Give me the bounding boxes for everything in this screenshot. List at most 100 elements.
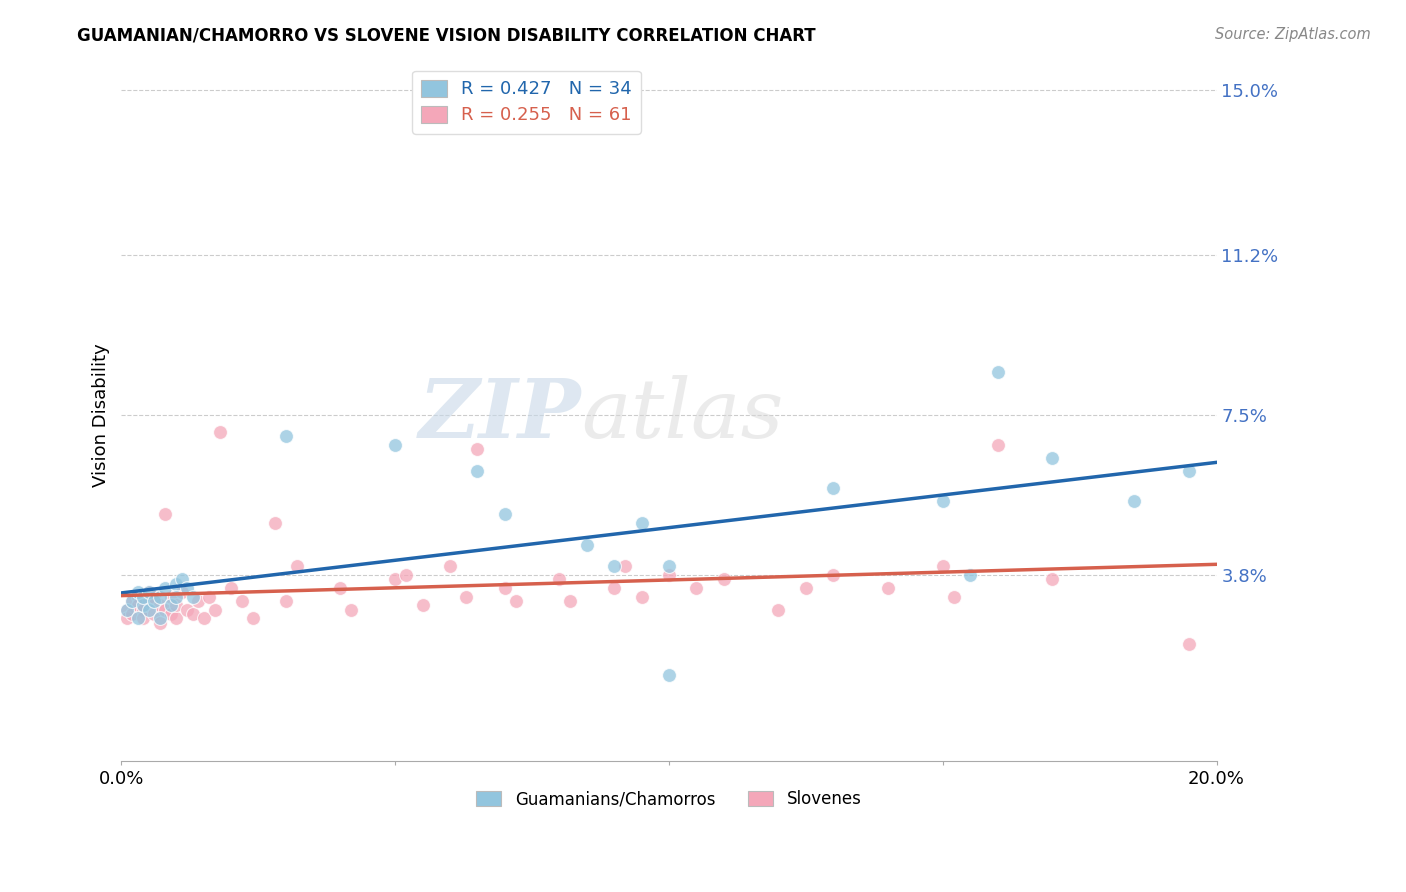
Point (274, 429, 297, 443)
Point (231, 594, 253, 608)
Point (193, 611, 215, 625)
Text: atlas: atlas (581, 375, 783, 455)
Text: Source: ZipAtlas.com: Source: ZipAtlas.com (1215, 27, 1371, 42)
Point (165, 590, 187, 604)
Point (155, 581, 177, 595)
Point (340, 602, 363, 616)
Point (658, 667, 681, 681)
Point (127, 599, 149, 613)
Point (548, 572, 571, 586)
Point (149, 599, 172, 613)
Point (823, 482, 845, 496)
Point (170, 572, 193, 586)
Point (204, 602, 226, 616)
Point (1040, 572, 1063, 586)
Point (685, 581, 707, 595)
Point (603, 559, 626, 574)
Point (143, 594, 166, 608)
Point (181, 590, 204, 604)
Point (121, 594, 143, 608)
Point (932, 494, 955, 508)
Point (959, 568, 981, 582)
Point (138, 585, 160, 599)
Point (329, 581, 352, 595)
Point (127, 590, 149, 604)
Point (115, 611, 138, 625)
Point (658, 568, 681, 582)
Point (155, 602, 177, 616)
Point (467, 464, 489, 478)
Point (494, 581, 516, 595)
Point (159, 607, 181, 621)
Point (198, 590, 221, 604)
Point (942, 590, 965, 604)
Point (794, 581, 817, 595)
Point (121, 594, 143, 608)
Point (986, 364, 1008, 378)
Point (630, 516, 652, 530)
Point (1178, 464, 1201, 478)
Point (115, 602, 138, 616)
Point (138, 602, 160, 616)
Text: ZIP: ZIP (419, 375, 581, 455)
Point (932, 559, 955, 574)
Point (630, 590, 652, 604)
Point (127, 611, 149, 625)
Point (986, 438, 1008, 452)
Point (412, 599, 434, 613)
Point (494, 508, 516, 522)
Point (713, 572, 735, 586)
Point (658, 559, 681, 574)
Point (165, 611, 187, 625)
Point (176, 581, 198, 595)
Point (187, 594, 209, 608)
Point (456, 590, 478, 604)
Point (395, 568, 418, 582)
Point (505, 594, 527, 608)
Point (165, 576, 187, 591)
Point (603, 581, 626, 595)
Point (159, 599, 181, 613)
Point (242, 611, 264, 625)
Text: GUAMANIAN/CHAMORRO VS SLOVENE VISION DISABILITY CORRELATION CHART: GUAMANIAN/CHAMORRO VS SLOVENE VISION DIS… (77, 27, 815, 45)
Point (115, 602, 138, 616)
Point (127, 585, 149, 599)
Point (132, 602, 155, 616)
Point (170, 585, 193, 599)
Point (384, 438, 406, 452)
Point (1040, 451, 1063, 466)
Point (263, 516, 285, 530)
Point (439, 559, 461, 574)
Point (1123, 494, 1146, 508)
Point (176, 602, 198, 616)
Point (285, 559, 308, 574)
Point (132, 590, 155, 604)
Point (132, 599, 155, 613)
Point (560, 594, 582, 608)
Point (274, 594, 297, 608)
Point (181, 607, 204, 621)
Point (143, 607, 166, 621)
Point (1178, 637, 1201, 651)
Point (467, 442, 489, 457)
Point (208, 425, 231, 439)
Legend: Guamanians/Chamorros, Slovenes: Guamanians/Chamorros, Slovenes (470, 784, 869, 815)
Point (877, 581, 900, 595)
Point (132, 611, 155, 625)
Point (155, 508, 177, 522)
Point (138, 585, 160, 599)
Point (384, 572, 406, 586)
Point (159, 590, 181, 604)
Point (823, 568, 845, 582)
Point (165, 599, 187, 613)
Point (138, 594, 160, 608)
Y-axis label: Vision Disability: Vision Disability (93, 343, 110, 487)
Point (149, 615, 172, 630)
Point (143, 590, 166, 604)
Point (121, 607, 143, 621)
Point (149, 611, 172, 625)
Point (614, 559, 637, 574)
Point (768, 602, 790, 616)
Point (219, 581, 242, 595)
Point (575, 538, 598, 552)
